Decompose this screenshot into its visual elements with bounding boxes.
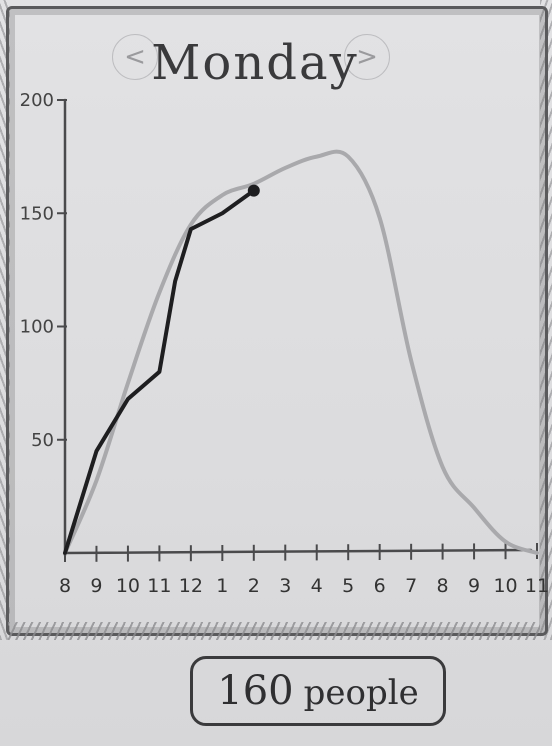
live-busyness-line xyxy=(63,188,256,555)
prev-day-glyph: < xyxy=(124,42,146,72)
x-tick-label: 11 xyxy=(147,575,171,597)
day-title: Monday xyxy=(151,35,359,91)
x-tick-label: 10 xyxy=(493,575,517,597)
selected-point-marker[interactable] xyxy=(247,184,260,197)
y-tick-label: 50 xyxy=(31,430,54,451)
y-tick-label: 150 xyxy=(20,203,54,224)
x-tick-label: 6 xyxy=(374,575,386,597)
x-tick-label: 12 xyxy=(179,575,203,597)
typical-busyness-line xyxy=(63,149,539,555)
frame-shading-bottom xyxy=(8,622,540,640)
people-count-badge: 160 people xyxy=(190,656,446,726)
next-day-glyph: > xyxy=(356,42,378,72)
x-tick-label: 2 xyxy=(248,575,260,597)
x-tick-label: 4 xyxy=(311,575,323,597)
y-axis-ticks: 50 100 150 200 xyxy=(20,90,67,451)
x-axis-line xyxy=(63,548,533,555)
x-tick-label: 11 xyxy=(525,575,549,597)
x-tick-label: 8 xyxy=(59,575,71,597)
x-tick-label: 10 xyxy=(116,575,140,597)
y-tick-label: 200 xyxy=(20,90,54,111)
x-tick-label: 5 xyxy=(342,575,354,597)
x-axis-ticks: 8 9 10 11 12 1 2 3 4 5 6 7 8 9 10 11 xyxy=(59,543,549,597)
people-count-value: 160 xyxy=(217,668,294,714)
x-tick-label: 9 xyxy=(90,575,102,597)
x-tick-label: 8 xyxy=(437,575,449,597)
y-tick-label: 100 xyxy=(20,317,54,338)
frame-shading-left xyxy=(0,0,10,640)
x-tick-label: 1 xyxy=(216,575,228,597)
x-tick-label: 9 xyxy=(468,575,480,597)
chevron-right-icon[interactable]: > xyxy=(344,34,390,80)
chart-series xyxy=(63,149,539,555)
chevron-left-icon[interactable]: < xyxy=(112,34,158,80)
x-tick-label: 3 xyxy=(279,575,291,597)
x-tick-label: 7 xyxy=(405,575,417,597)
people-count-unit: people xyxy=(303,673,419,713)
chart-axes xyxy=(63,98,533,557)
